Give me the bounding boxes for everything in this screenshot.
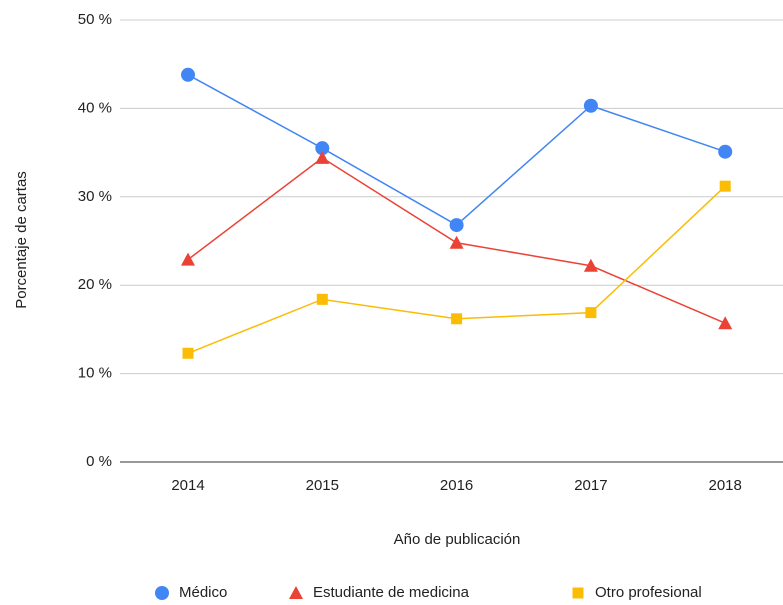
point [316, 293, 328, 305]
legend-marker [572, 587, 584, 599]
y-tick-label: 40 % [78, 99, 112, 116]
legend-label: Médico [179, 584, 227, 601]
legend-label: Estudiante de medicina [313, 584, 470, 601]
y-tick-label: 30 % [78, 188, 112, 205]
series-line [187, 74, 726, 227]
x-tick-label: 2014 [171, 477, 204, 494]
point [719, 180, 731, 192]
x-tick-label: 2015 [306, 477, 339, 494]
point [718, 144, 733, 159]
y-tick-label: 10 % [78, 365, 112, 382]
point [585, 307, 597, 319]
y-tick-label: 0 % [86, 453, 112, 470]
point [583, 258, 598, 272]
x-tick-label: 2017 [574, 477, 607, 494]
point [182, 347, 194, 359]
x-tick-label: 2016 [440, 477, 473, 494]
x-axis-label: Año de publicación [394, 531, 521, 548]
point [315, 150, 330, 164]
point [315, 141, 330, 156]
x-tick-label: 2018 [709, 477, 742, 494]
y-tick-label: 20 % [78, 276, 112, 293]
point [718, 316, 733, 330]
point [181, 252, 195, 266]
y-tick-label: 50 % [78, 11, 112, 28]
legend-marker [289, 586, 303, 599]
point [583, 98, 598, 113]
legend-marker [155, 586, 169, 600]
legend-label: Otro profesional [595, 584, 702, 601]
point [181, 67, 195, 82]
series-line [187, 185, 726, 354]
point [451, 313, 463, 325]
point [449, 235, 464, 249]
y-axis-label: Porcentaje de cartas [13, 171, 30, 309]
point [449, 218, 464, 233]
